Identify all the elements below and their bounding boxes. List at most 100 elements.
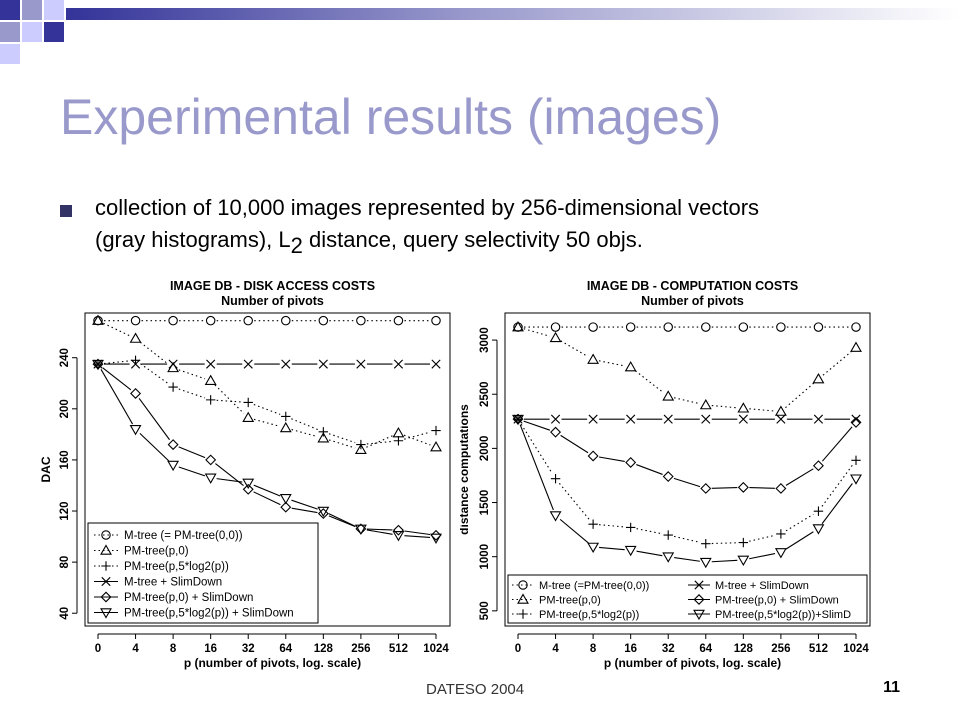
data-point-x: [588, 414, 598, 424]
data-point-dtriangle: [167, 460, 180, 472]
data-point-triangle: [392, 426, 405, 438]
series-segment: [599, 524, 625, 528]
data-point-triangle: [812, 372, 825, 384]
corner-square-light-2: [0, 22, 20, 42]
series-3: [93, 359, 441, 369]
data-point-diamond: [130, 388, 142, 399]
series-segment: [404, 535, 431, 538]
series-segment: [140, 363, 169, 385]
corner-square-dark: [0, 0, 20, 20]
data-point-circle: [776, 322, 786, 332]
chart-subtitle: Number of pivots: [221, 294, 324, 308]
data-point-x: [93, 359, 103, 369]
x-tick-label: 1024: [843, 643, 869, 655]
series-segment: [102, 367, 132, 391]
data-point-diamond: [587, 450, 599, 462]
data-point-x: [206, 359, 216, 369]
data-point-x: [738, 414, 748, 424]
series-segment: [821, 483, 853, 525]
data-point-diamond: [167, 439, 179, 451]
data-point-circle: [130, 315, 141, 326]
legend-label: PM-tree(p,0) + SlimDown: [124, 592, 253, 604]
data-point-circle: [243, 315, 253, 326]
data-point-dtriangle: [512, 414, 524, 426]
series-segment: [599, 546, 625, 551]
data-point-circle: [738, 322, 749, 332]
x-tick-label: 16: [204, 643, 217, 655]
data-point-dtriangle: [774, 548, 787, 559]
series-4: [512, 413, 862, 494]
plot-frame: [84, 312, 451, 627]
data-point-triangle: [662, 390, 675, 401]
data-point-diamond: [625, 456, 637, 468]
series-segment: [216, 399, 243, 403]
data-point-dtriangle: [392, 531, 405, 542]
x-tick-label: 0: [515, 643, 521, 655]
data-point-circle: [393, 315, 404, 326]
data-point-triangle: [92, 314, 104, 325]
data-point-plus: [701, 538, 711, 549]
data-point-diamond: [662, 471, 674, 483]
data-point-dtriangle: [354, 524, 367, 536]
legend-marker-plus: [518, 609, 528, 619]
legend-marker-triangle: [517, 593, 529, 604]
data-point-triangle: [699, 398, 712, 410]
x-tick-label: 512: [389, 643, 408, 655]
y-tick-label: 2500: [479, 381, 491, 407]
bullet-line-1: collection of 10,000 images represented …: [95, 195, 760, 220]
bullet-subscript: 2: [290, 233, 303, 258]
x-tick-label: 64: [699, 643, 712, 655]
legend-marker-dtriangle: [693, 609, 705, 621]
data-point-circle: [205, 315, 216, 326]
data-point-diamond: [775, 482, 787, 494]
corner-square-pale-3: [0, 44, 20, 64]
y-tick-label: 500: [479, 601, 491, 620]
data-point-plus: [168, 382, 178, 392]
data-point-x: [281, 359, 291, 369]
legend-marker-circle: [518, 580, 528, 590]
x-tick-label: 128: [314, 643, 334, 655]
series-1: [512, 320, 862, 416]
data-point-x: [243, 359, 253, 369]
data-point-circle: [625, 322, 636, 332]
data-point-plus: [281, 411, 291, 422]
series-segment: [328, 433, 356, 444]
series-segment: [785, 468, 814, 486]
legend-marker-triangle: [100, 544, 112, 555]
series-2: [513, 414, 861, 549]
y-axis-label: distance computations: [460, 404, 471, 535]
x-tick-label: 128: [734, 643, 754, 655]
data-point-plus: [318, 427, 329, 437]
series-segment: [635, 370, 664, 394]
series-segment: [636, 550, 663, 557]
data-point-dtriangle: [204, 473, 217, 484]
data-point-circle: [318, 315, 329, 326]
data-point-dtriangle: [242, 478, 255, 490]
bullet-text: collection of 10,000 images represented …: [95, 192, 925, 262]
data-point-x: [626, 414, 636, 424]
data-point-dtriangle: [850, 474, 862, 485]
legend-marker-plus: [101, 561, 111, 571]
legend-label: PM-tree(p,0): [539, 595, 601, 607]
x-axis-label: p (number of pivots, log. scale): [604, 656, 781, 670]
series-segment: [103, 360, 130, 365]
data-point-dtriangle: [812, 524, 825, 535]
series-segment: [404, 431, 431, 440]
x-tick-label: 8: [170, 643, 177, 655]
x-tick-label: 256: [771, 643, 790, 655]
series-0: [93, 315, 441, 326]
data-point-triangle: [587, 353, 600, 364]
data-point-diamond: [280, 501, 292, 513]
data-point-circle: [663, 322, 673, 332]
y-tick-label: 1000: [479, 544, 491, 570]
series-segment: [822, 351, 852, 376]
plot-frame: [504, 312, 871, 627]
data-point-circle: [851, 322, 861, 332]
legend-label: M-tree (=PM-tree(0,0)): [539, 580, 649, 592]
series-5: [512, 414, 862, 569]
data-point-x: [663, 414, 673, 424]
data-point-plus: [851, 455, 861, 465]
bullet-line-2a: (gray histograms), L: [95, 227, 291, 252]
chart-disk-access-costs: IMAGE DB - DISK ACCESS COSTS Number of pi…: [40, 268, 460, 673]
